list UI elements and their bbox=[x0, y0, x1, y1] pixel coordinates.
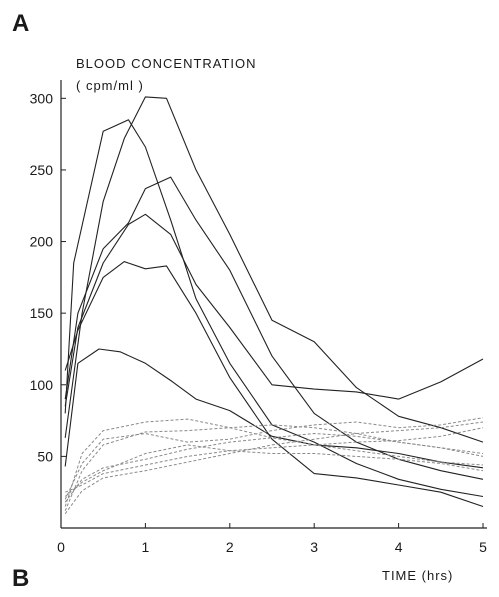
y-tick-label: 50 bbox=[37, 448, 53, 464]
y-tick-label: 250 bbox=[30, 162, 54, 178]
y-axis-title-line2: ( cpm/ml ) bbox=[76, 78, 144, 93]
y-axis-title-line1: BLOOD CONCENTRATION bbox=[76, 56, 257, 71]
solid-series-line-1 bbox=[64, 119, 484, 498]
dashed-series-line-11 bbox=[65, 427, 484, 493]
solid-series-line-2 bbox=[64, 96, 484, 443]
panel-label-b: B bbox=[12, 565, 30, 592]
dashed-series-line-12 bbox=[64, 444, 484, 497]
solid-series-line-4 bbox=[64, 213, 484, 407]
solid-series-line-3 bbox=[64, 176, 484, 480]
x-tick-label: 5 bbox=[479, 539, 487, 555]
dashed-series-line-10 bbox=[64, 433, 484, 503]
y-tick-label: 100 bbox=[30, 377, 54, 393]
x-axis-title: TIME (hrs) bbox=[382, 568, 453, 583]
x-tick-label: 0 bbox=[57, 539, 65, 555]
series-layer bbox=[64, 96, 484, 514]
solid-series-line-5 bbox=[64, 261, 484, 508]
y-tick-label: 300 bbox=[30, 90, 54, 106]
axes: 50 100 150 200 250 300 0 1 2 3 4 5 bbox=[30, 80, 487, 555]
dashed-series-line-8 bbox=[64, 418, 484, 507]
solid-series-line-6 bbox=[64, 348, 484, 469]
y-tick-label: 200 bbox=[30, 234, 54, 250]
y-tick-label: 150 bbox=[30, 305, 54, 321]
dashed-series-line-9 bbox=[64, 417, 484, 500]
x-tick-label: 2 bbox=[226, 539, 234, 555]
dashed-series-line-7 bbox=[64, 424, 484, 511]
x-tick-label: 3 bbox=[310, 539, 318, 555]
x-tick-label: 4 bbox=[395, 539, 403, 555]
panel-label-a: A bbox=[12, 10, 30, 37]
x-tick-label: 1 bbox=[142, 539, 150, 555]
